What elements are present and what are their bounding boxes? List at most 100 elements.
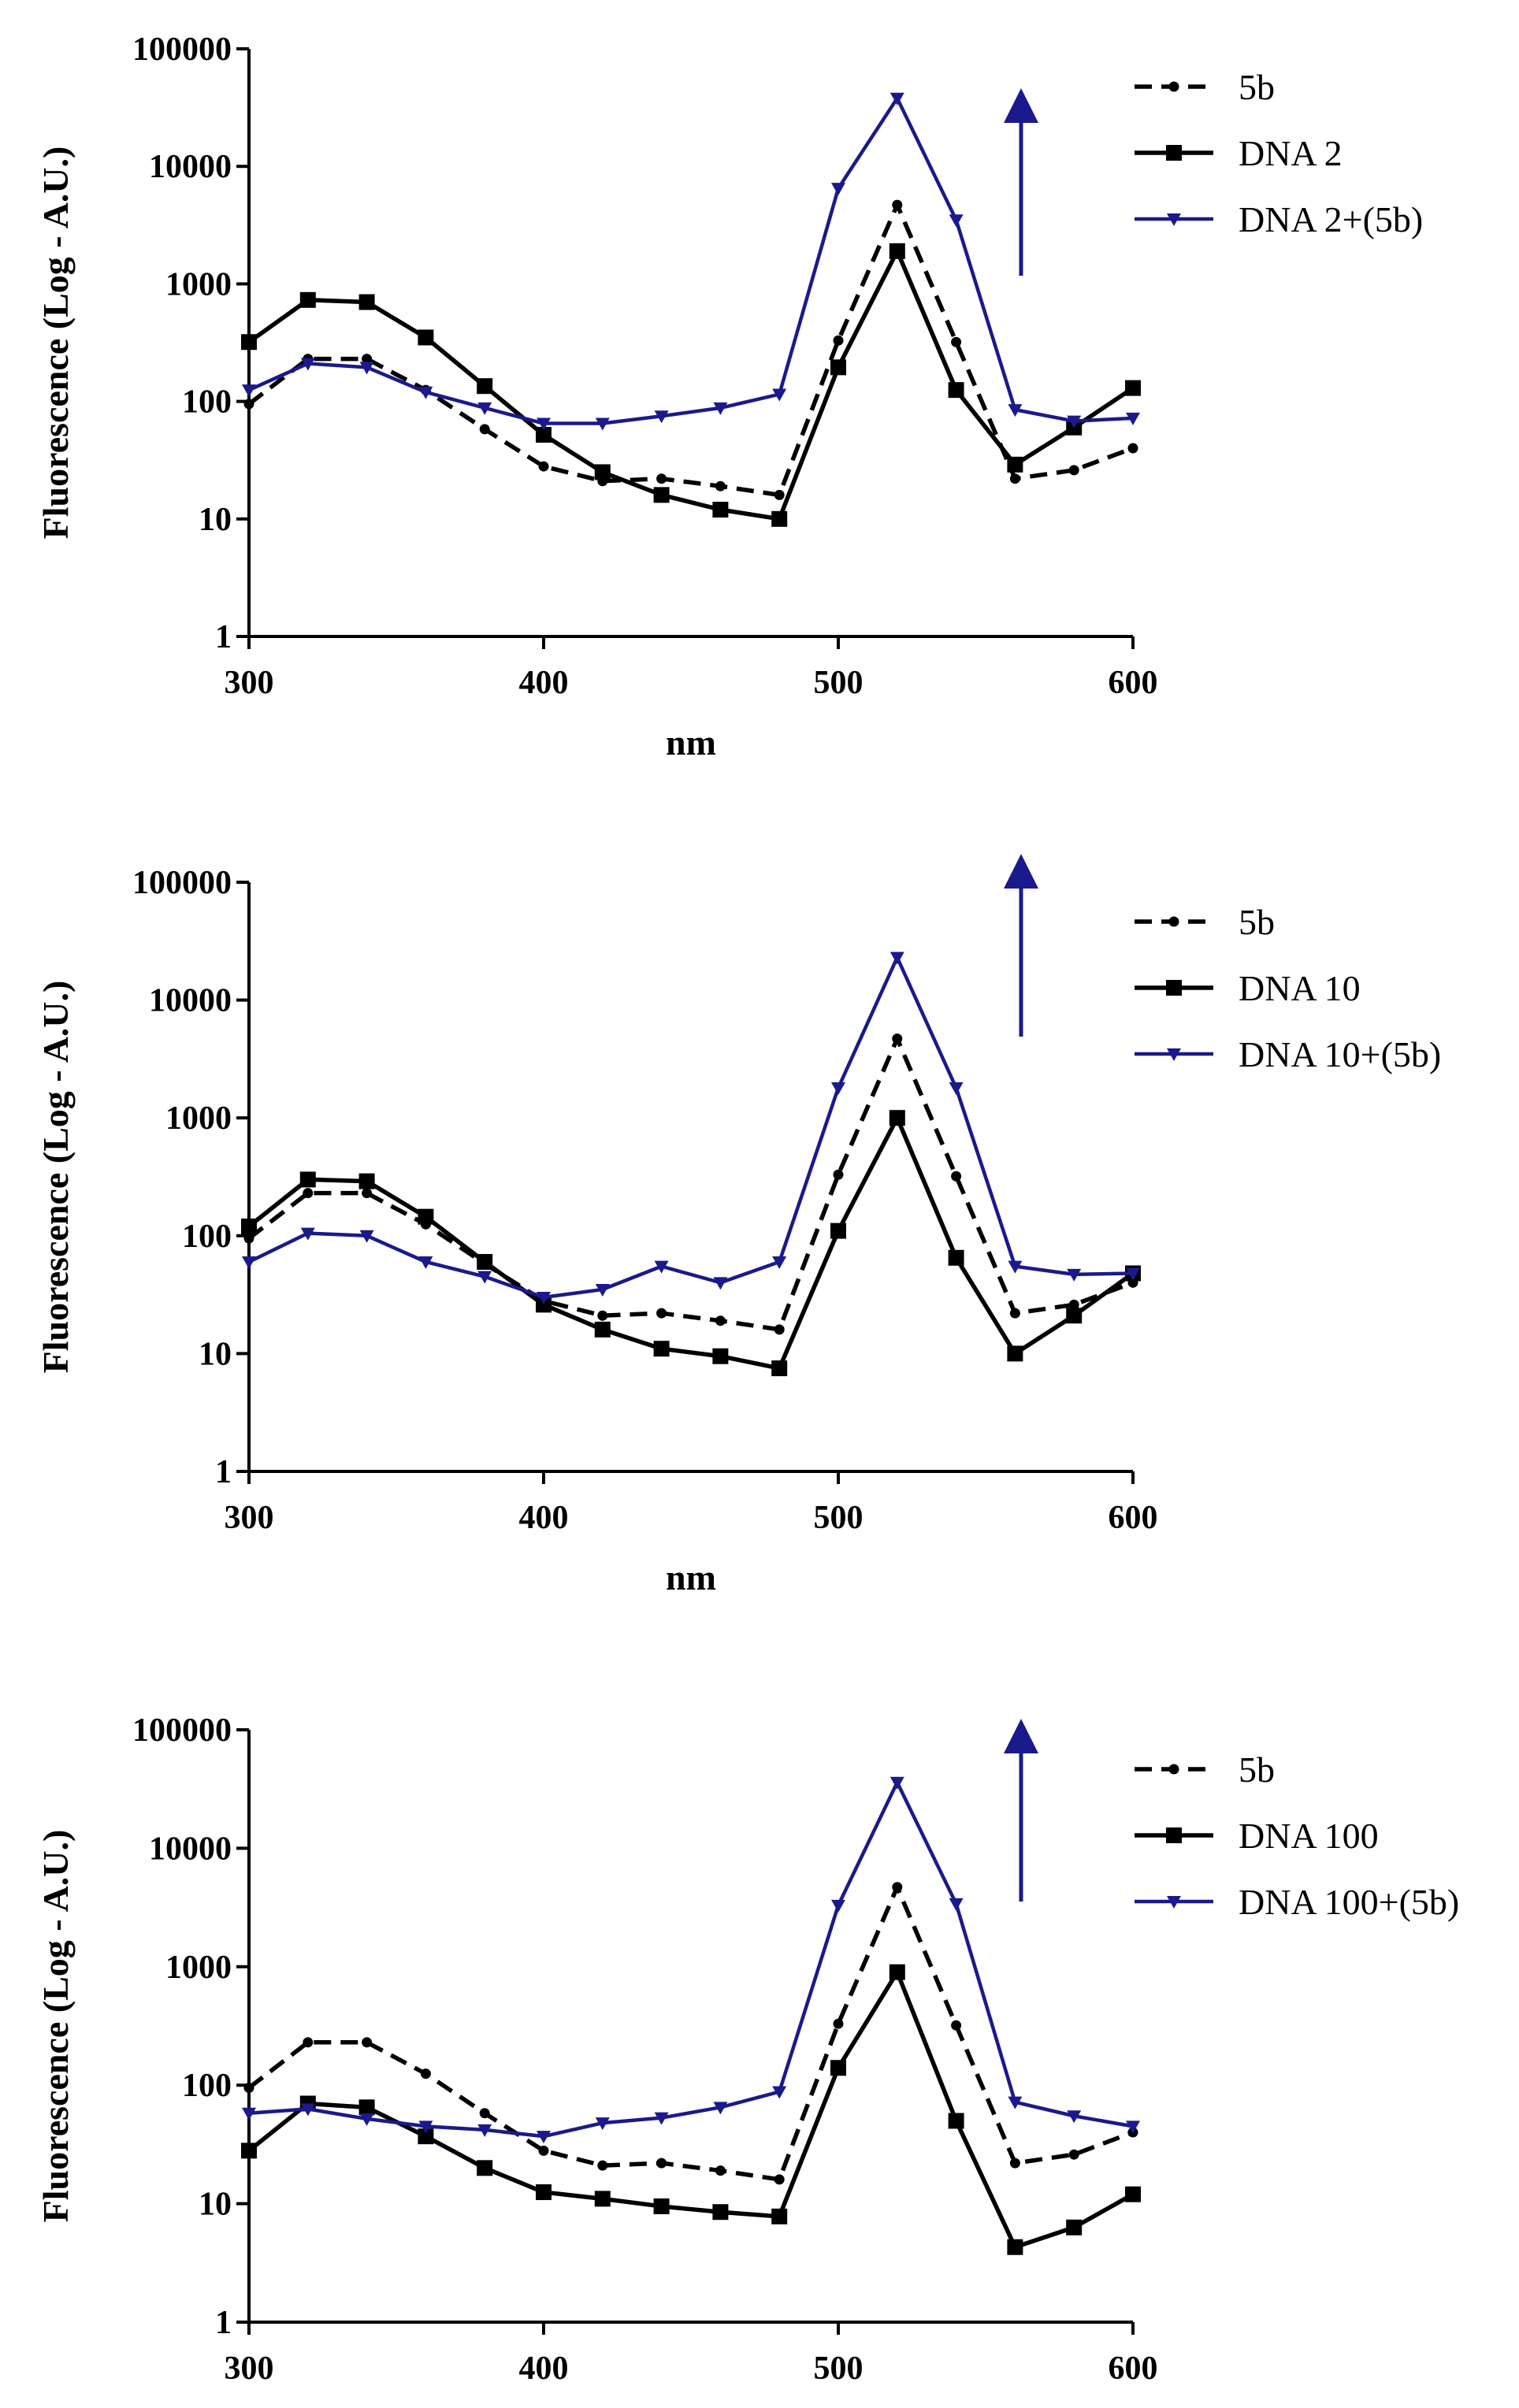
data-point [948, 382, 964, 399]
data-point [830, 2060, 846, 2076]
y-tick-label: 100 [182, 2068, 232, 2104]
data-point [243, 1233, 254, 1244]
legend: 5b DNA 100 DNA 100+(5b) [1135, 1749, 1459, 1922]
data-point [595, 1284, 610, 1297]
data-point [418, 329, 434, 346]
data-point [1008, 1260, 1023, 1274]
data-point [362, 2037, 373, 2048]
data-point [1067, 415, 1082, 429]
data-point [536, 1297, 552, 1313]
data-point [241, 2143, 257, 2159]
legend-marker [1167, 1896, 1181, 1909]
data-point [654, 410, 669, 424]
y-tick-label: 10000 [149, 983, 232, 1019]
legend-marker [1168, 916, 1179, 927]
data-point [243, 2083, 254, 2094]
data-point [831, 1082, 845, 1096]
data-point [537, 417, 551, 431]
x-tick-label: 400 [519, 2350, 569, 2387]
x-tick-label: 600 [1109, 1500, 1158, 1536]
y-tick-label: 10 [199, 2187, 232, 2223]
legend: 5b DNA 2 DNA 2+(5b) [1135, 67, 1423, 239]
y-axis-title: Fluorescence (Log - A.U.) [35, 1830, 76, 2223]
legend-marker [1166, 145, 1182, 161]
data-point [656, 2158, 667, 2169]
data-point [771, 1360, 788, 1377]
y-axis-title: Fluorescence (Log - A.U.) [35, 147, 76, 540]
data-point [713, 1277, 728, 1290]
data-point [1068, 465, 1079, 476]
data-point [653, 2198, 670, 2214]
data-point [889, 952, 904, 965]
x-tick-label: 300 [225, 665, 274, 701]
data-point [1126, 1267, 1140, 1281]
series-markers-3 [242, 92, 1140, 431]
data-point [300, 1227, 315, 1241]
data-point [477, 2124, 492, 2137]
data-point [951, 2020, 962, 2031]
y-tick-label: 10000 [149, 1831, 232, 1867]
series-markers-3 [242, 952, 1140, 1305]
data-point [653, 487, 670, 503]
series-markers-1 [243, 1882, 1138, 2185]
data-point [362, 1188, 373, 1199]
data-point [477, 2160, 493, 2176]
data-point [830, 359, 846, 376]
data-point [712, 501, 729, 518]
data-point [889, 1964, 905, 1980]
data-point [303, 2037, 314, 2048]
y-tick-label: 1 [215, 619, 232, 655]
data-point [1067, 1268, 1082, 1282]
y-axis-title: Fluorescence (Log - A.U.) [35, 981, 76, 1374]
y-tick-label: 1000 [165, 1950, 232, 1986]
series-line-2 [247, 1115, 1135, 1371]
chart-panel-3: 110100100010000100000300400500600nmFluor… [35, 1712, 1459, 2387]
data-point [1066, 2219, 1083, 2235]
data-point [772, 388, 787, 402]
data-point [1125, 2186, 1141, 2202]
data-point [537, 2131, 551, 2144]
y-tick-label: 100000 [132, 865, 232, 901]
data-point [300, 2103, 315, 2117]
data-point [359, 1230, 374, 1243]
data-point [597, 1310, 608, 1321]
series-markers-2 [241, 1110, 1141, 1377]
x-tick-label: 500 [814, 2350, 863, 2387]
data-point [948, 2113, 964, 2129]
y-tick-label: 10 [199, 1336, 232, 1372]
y-tick-label: 100 [182, 384, 232, 421]
data-point [949, 214, 964, 228]
legend-marker [1166, 980, 1182, 996]
data-point [712, 1348, 729, 1364]
data-point [772, 1256, 787, 1269]
legend-label: DNA 10+(5b) [1239, 1034, 1441, 1074]
data-point [538, 461, 549, 472]
data-point [833, 1169, 844, 1180]
series-line-3 [248, 96, 1134, 425]
data-point [771, 2208, 788, 2224]
data-point [477, 378, 493, 395]
x-tick-label: 300 [225, 1500, 274, 1536]
data-point [362, 354, 373, 365]
data-point [1125, 380, 1141, 396]
data-point [300, 358, 315, 371]
legend-marker [1166, 1827, 1182, 1843]
data-point [538, 2145, 549, 2156]
series-markers-1 [243, 1033, 1138, 1335]
arrow-annotation [1004, 1719, 1038, 1902]
series-line-3 [248, 955, 1134, 1300]
data-point [359, 2113, 374, 2126]
data-point [1007, 456, 1023, 473]
data-point [420, 2069, 431, 2080]
data-point [359, 362, 374, 375]
data-point [418, 1208, 434, 1225]
data-point [1067, 2110, 1082, 2124]
x-tick-label: 300 [225, 2350, 274, 2387]
data-point [1009, 1308, 1020, 1319]
legend-label: DNA 100 [1239, 1816, 1379, 1856]
data-point [656, 473, 667, 484]
series-line-1 [247, 1036, 1134, 1332]
data-point [536, 426, 552, 443]
x-tick-label: 600 [1109, 665, 1158, 701]
data-point [715, 480, 726, 492]
